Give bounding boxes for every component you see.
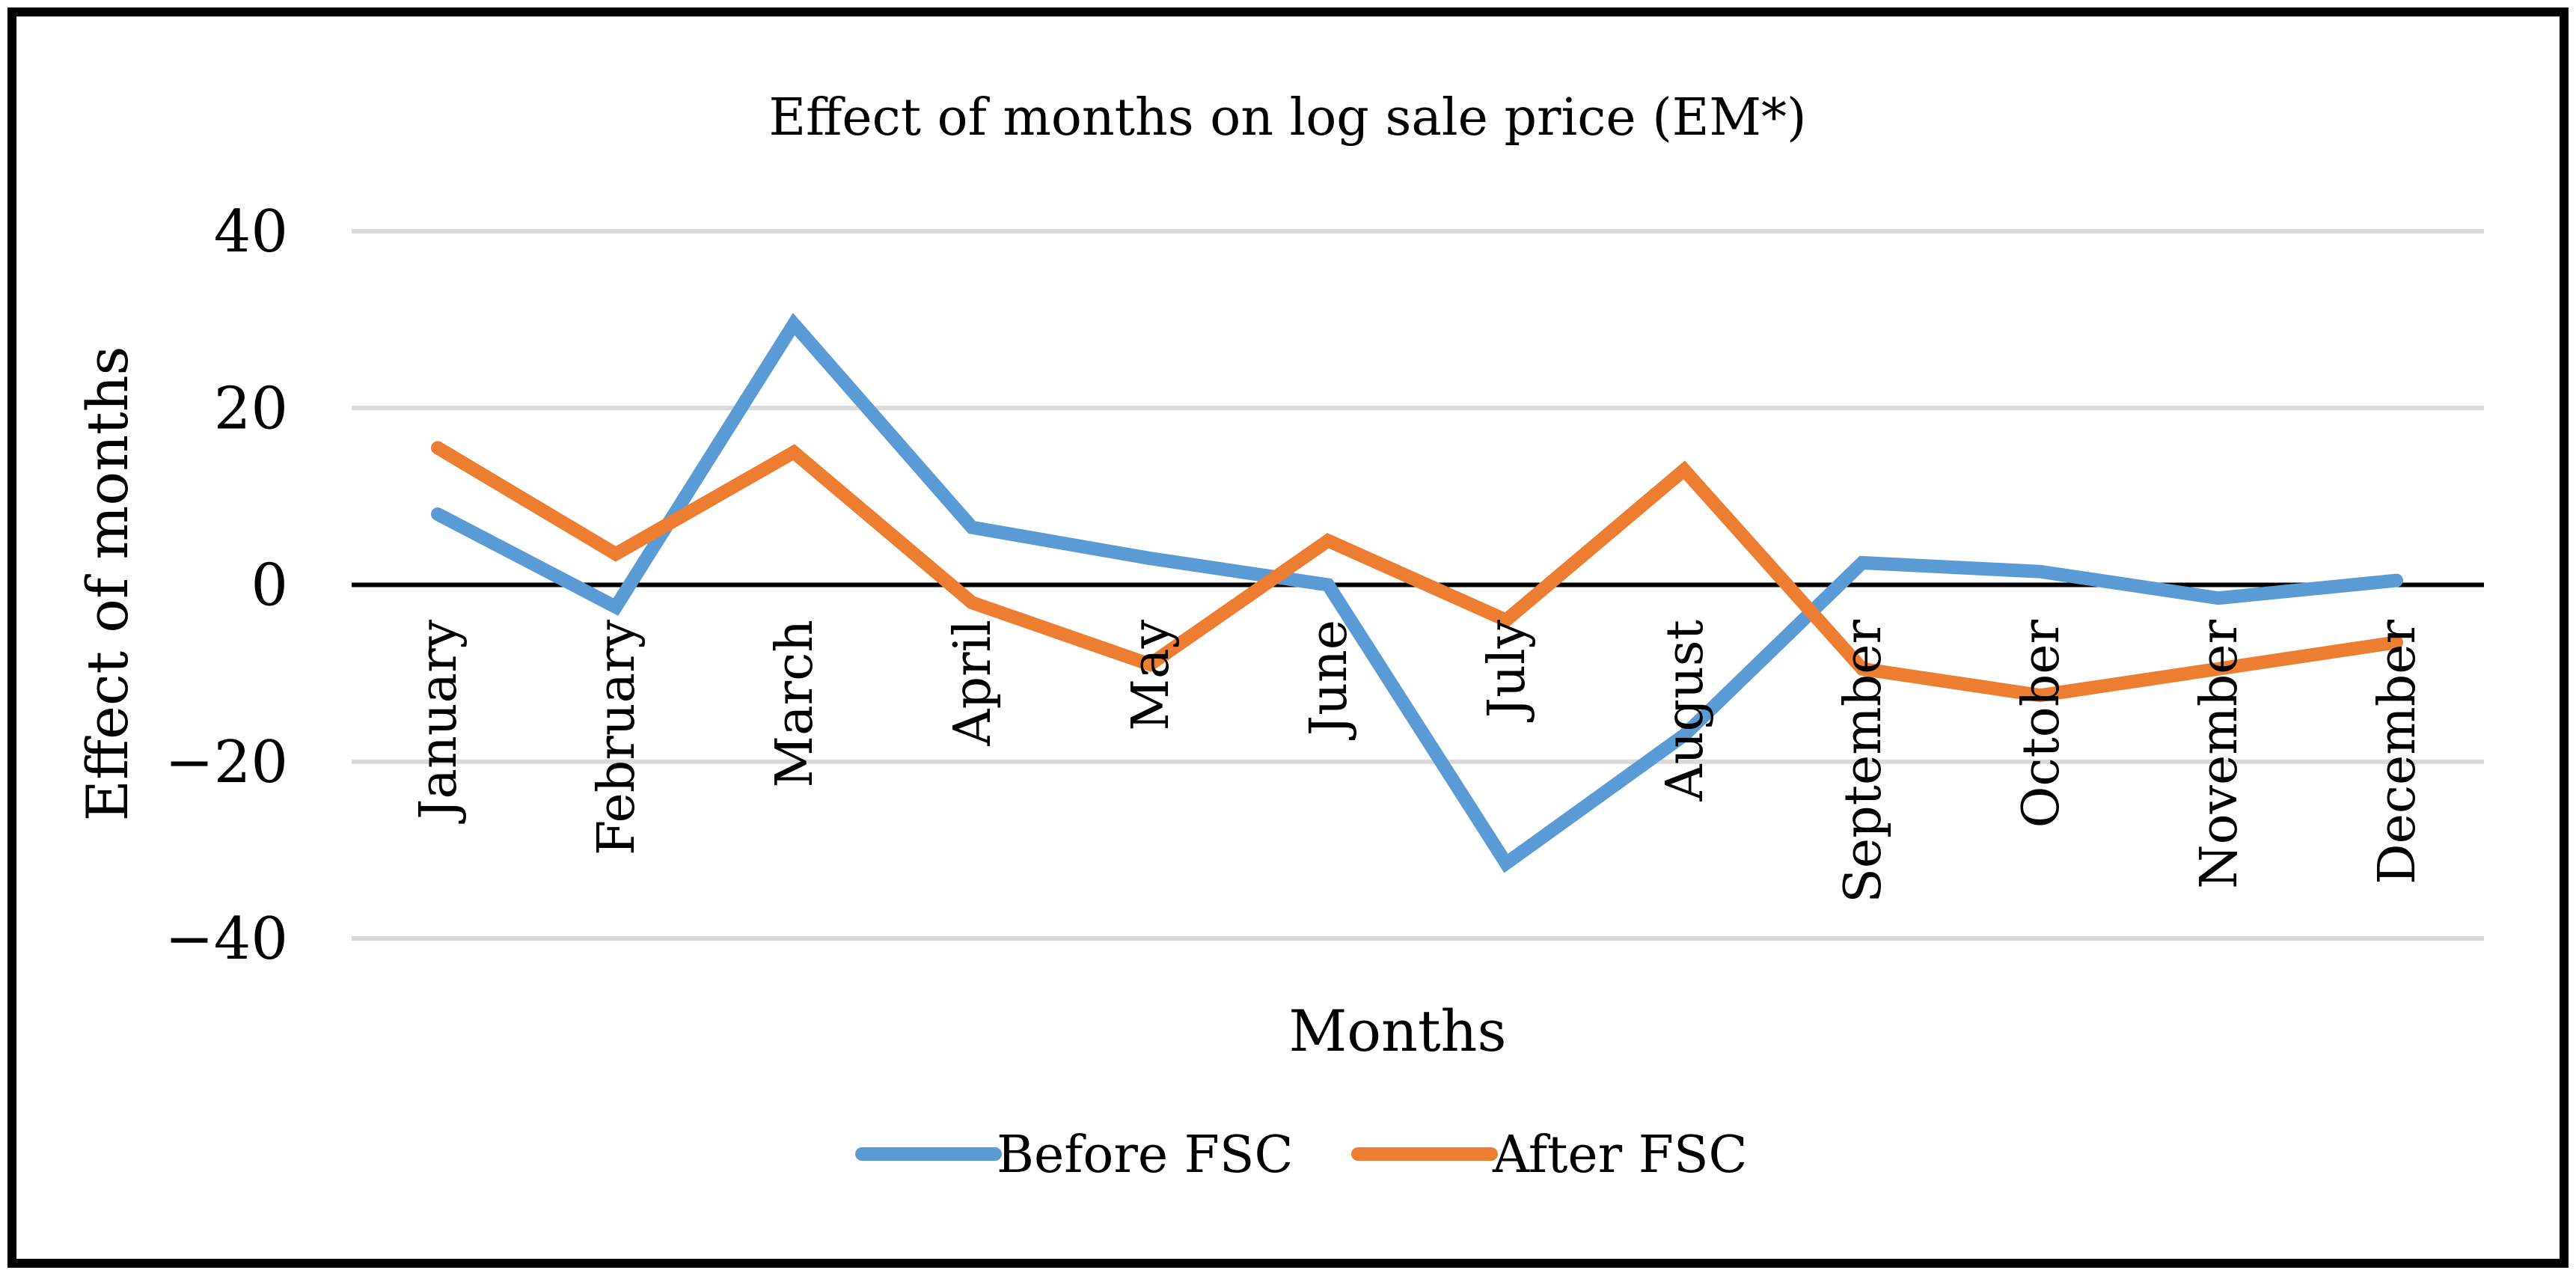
y-tick-labels: 40 20 0 −20 −40 bbox=[165, 198, 288, 973]
x-category-label: February bbox=[587, 619, 646, 855]
x-category-label: June bbox=[1300, 620, 1359, 740]
y-tick-label: 20 bbox=[214, 375, 288, 442]
legend: Before FSC After FSC bbox=[855, 1126, 1748, 1185]
y-tick-label: 0 bbox=[251, 552, 288, 620]
chart-title: Effect of months on log sale price (EM*) bbox=[768, 88, 1806, 147]
y-tick-label: 40 bbox=[214, 198, 288, 266]
y-axis-title: Effect of months bbox=[74, 346, 141, 821]
x-category-label: March bbox=[765, 620, 824, 788]
x-category-labels: January February March April May June July Augu… bbox=[409, 619, 2427, 903]
y-tick-label: −40 bbox=[165, 906, 288, 973]
series-line-before-fsc bbox=[431, 313, 2403, 873]
x-category-label: November bbox=[2190, 620, 2249, 889]
y-tick-label: −20 bbox=[165, 729, 288, 796]
series-line-after-fsc bbox=[431, 441, 2403, 703]
gridlines bbox=[352, 229, 2484, 941]
legend-label: Before FSC bbox=[997, 1126, 1293, 1185]
x-category-label: July bbox=[1478, 619, 1537, 722]
series-lines bbox=[431, 313, 2403, 873]
x-category-label: May bbox=[1122, 619, 1181, 730]
x-category-label: October bbox=[2012, 620, 2071, 828]
chart-border bbox=[7, 7, 2569, 1268]
x-category-label: April bbox=[943, 620, 1003, 747]
x-category-label: September bbox=[1834, 620, 1893, 903]
x-category-label: December bbox=[2368, 620, 2427, 885]
x-category-label: January bbox=[409, 619, 468, 823]
legend-label: After FSC bbox=[1492, 1126, 1748, 1185]
x-axis-title: Months bbox=[1288, 998, 1506, 1064]
x-category-label: August bbox=[1656, 620, 1715, 802]
